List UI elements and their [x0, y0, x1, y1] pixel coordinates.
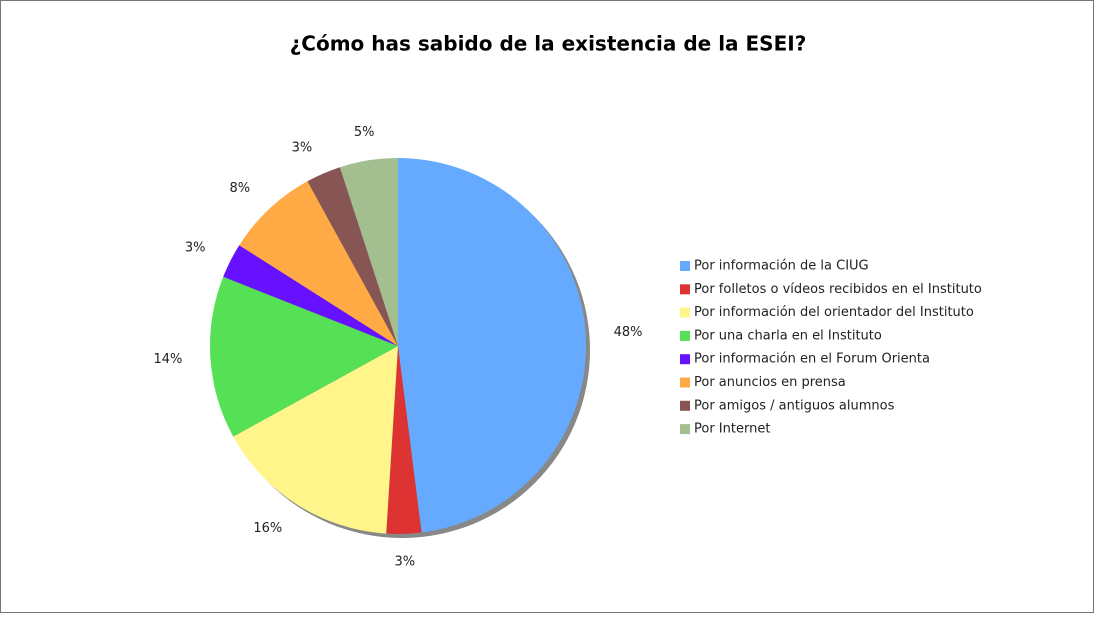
legend-label: Por folletos o vídeos recibidos en el In…: [694, 282, 982, 297]
pie-slice: [339, 158, 398, 346]
legend-swatch: [680, 354, 690, 365]
legend-swatch: [680, 261, 690, 271]
legend-label: Por anuncios en prensa: [694, 375, 846, 390]
legend-swatch: [680, 284, 690, 295]
pie-slice: [386, 346, 422, 534]
legend-swatch: [680, 424, 690, 435]
legend-label: Por información de la CIUG: [694, 259, 869, 274]
data-label: 3%: [185, 240, 206, 255]
chart-title: ¿Cómo has sabido de la existencia de la …: [290, 32, 807, 56]
data-label: 16%: [253, 521, 282, 536]
data-label: 5%: [354, 125, 375, 140]
legend-swatch: [680, 377, 690, 388]
data-label: 14%: [154, 352, 183, 367]
pie-slice: [223, 245, 398, 346]
legend-label: Por amigos / antiguos alumnos: [694, 398, 895, 413]
legend-label: Por información del orientador del Insti…: [694, 305, 974, 320]
data-label: 48%: [614, 325, 643, 340]
pie-slice: [398, 157, 587, 533]
data-label: 8%: [230, 181, 251, 196]
legend-label: Por Internet: [694, 422, 770, 437]
legend-swatch: [680, 330, 690, 341]
legend-label: Por una charla en el Instituto: [694, 328, 882, 343]
data-label: 3%: [394, 554, 415, 569]
data-label: 3%: [292, 140, 313, 155]
pie-slice: [233, 346, 398, 534]
pie-slice: [239, 181, 398, 346]
pie-slice: [307, 167, 398, 346]
legend-label: Por información en el Forum Orienta: [694, 352, 930, 367]
legend-swatch: [680, 307, 690, 318]
legend-swatch: [680, 400, 690, 411]
pie-slice: [210, 276, 398, 437]
